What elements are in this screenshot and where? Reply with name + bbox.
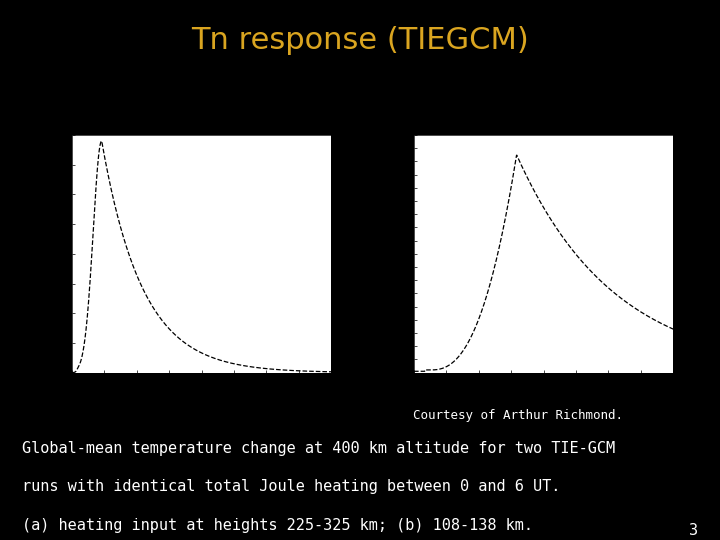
Text: Tn response (TIEGCM): Tn response (TIEGCM) (191, 26, 529, 55)
Text: 3: 3 (689, 523, 698, 538)
Text: (a) High-altitude heat: (a) High-altitude heat (112, 113, 242, 124)
Text: Global mean temperature change at 400 km: Global mean temperature change at 400 km (243, 98, 477, 108)
X-axis label: UT (Hours): UT (Hours) (175, 389, 228, 398)
Text: Courtesy of Arthur Richmond.: Courtesy of Arthur Richmond. (413, 409, 624, 422)
Text: (a) heating input at heights 225-325 km; (b) 108-138 km.: (a) heating input at heights 225-325 km;… (22, 518, 533, 533)
Text: runs with identical total Joule heating between 0 and 6 UT.: runs with identical total Joule heating … (22, 480, 560, 495)
Text: Global-mean temperature change at 400 km altitude for two TIE-GCM: Global-mean temperature change at 400 km… (22, 441, 615, 456)
X-axis label: UT (Hours): UT (Hours) (517, 389, 570, 398)
Text: (b) Low-altitude heat: (b) Low-altitude heat (454, 113, 577, 124)
Y-axis label: TN (DEG K): TN (DEG K) (390, 227, 398, 281)
Y-axis label: TN (DEG K): TN (DEG K) (45, 227, 55, 281)
